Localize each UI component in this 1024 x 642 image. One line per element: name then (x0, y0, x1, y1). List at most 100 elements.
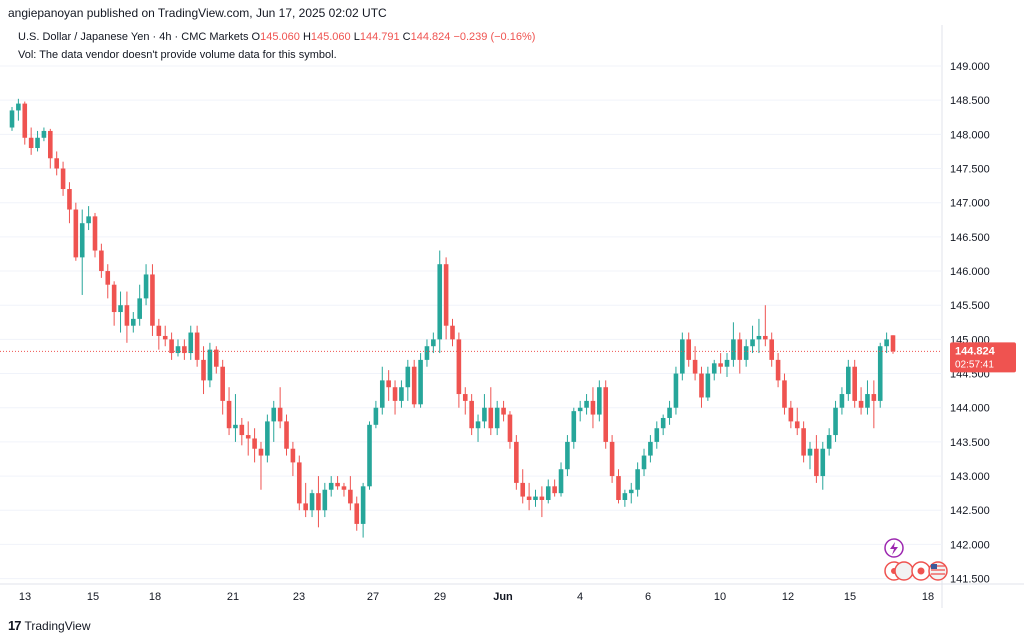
candle-body (92, 216, 98, 251)
volume-note: Vol: The data vendor doesn't provide vol… (18, 49, 337, 61)
candle-body (814, 448, 819, 477)
y-tick-label: 144.000 (950, 403, 990, 415)
candle-body (801, 428, 806, 456)
y-tick-label: 144.500 (950, 369, 990, 381)
candle-body (233, 424, 238, 429)
candle-body (833, 407, 838, 436)
candle-body (807, 448, 813, 456)
candle-body (852, 366, 857, 401)
x-tick-label: 15 (844, 591, 856, 603)
candle-body (156, 325, 162, 336)
close-value: 144.824 (410, 31, 451, 43)
candle-body (680, 339, 685, 374)
candle-body (884, 339, 889, 347)
y-tick-label: 143.500 (950, 437, 990, 449)
candle-body (143, 274, 149, 299)
candle-body (296, 462, 302, 504)
candle-body (520, 482, 526, 497)
candle-body (277, 407, 283, 422)
candle-body (201, 359, 206, 381)
candle-body (386, 380, 391, 388)
candle-body (175, 346, 181, 354)
x-tick-label: 27 (367, 591, 379, 603)
candle-body (399, 387, 404, 401)
candle-body (239, 424, 245, 436)
close-label: C (402, 31, 411, 43)
candle-body (150, 274, 155, 326)
candle-body (290, 448, 296, 463)
candle-body (226, 400, 232, 429)
candle-body (348, 489, 353, 504)
candle-body (565, 441, 570, 470)
change-value: −0.239 (−0.16%) (453, 31, 536, 43)
candle-body (731, 339, 736, 360)
candle-body (437, 264, 443, 340)
y-tick-label: 142.500 (950, 505, 990, 517)
candle-body (360, 486, 366, 524)
candle-body (252, 438, 257, 449)
candle-body (431, 339, 436, 347)
candle-body (494, 407, 500, 429)
x-tick-label: 15 (87, 591, 99, 603)
candle-body (628, 489, 634, 494)
candle-body (60, 168, 66, 190)
candle-body (67, 189, 72, 210)
candle-body (571, 411, 577, 442)
candle-body (48, 130, 53, 159)
candle-body (271, 407, 277, 422)
candle-body (316, 493, 321, 511)
candle-body (411, 366, 417, 405)
candle-body (137, 298, 142, 319)
low-value: 144.791 (359, 31, 400, 43)
candle-body (865, 394, 870, 408)
candle-body (188, 332, 194, 354)
candle-body (258, 448, 264, 456)
candle-body (597, 387, 602, 415)
flag-jp-icon-sun (917, 567, 925, 575)
x-tick-label: Jun (493, 591, 513, 603)
candle-body (673, 373, 679, 408)
instrument-title[interactable]: U.S. Dollar / Japanese Yen · 4h · CMC Ma… (18, 31, 249, 43)
dividend-icon-dot (891, 568, 897, 574)
candle-body (654, 428, 660, 442)
candle-body (79, 223, 85, 258)
instrument-legend: U.S. Dollar / Japanese Yen · 4h · CMC Ma… (18, 31, 535, 43)
y-tick-label: 147.000 (950, 198, 990, 210)
candle-body (616, 476, 621, 500)
candle-body (418, 359, 423, 405)
candle-body (207, 349, 213, 381)
candle-body (769, 339, 775, 360)
candle-body (194, 332, 200, 360)
candle-body (450, 325, 455, 340)
candle-body (118, 305, 123, 313)
candle-body (354, 503, 360, 524)
candle-body (265, 421, 270, 456)
candle-body (577, 407, 583, 412)
candle-body (424, 346, 430, 360)
candle-body (507, 414, 513, 442)
y-tick-label: 143.000 (950, 471, 990, 483)
price-badge (950, 342, 1016, 373)
candle-body (609, 441, 615, 477)
candle-body (750, 339, 755, 347)
tradingview-brand[interactable]: 17 TradingView (8, 618, 91, 633)
x-tick-label: 6 (645, 591, 651, 603)
candle-body (86, 216, 91, 224)
candle-body (284, 421, 289, 449)
candle-body (111, 284, 117, 313)
flag-us-icon (928, 561, 948, 581)
candle-body (379, 380, 385, 408)
candle-body (469, 400, 474, 429)
candle-body (794, 421, 800, 429)
y-tick-label: 142.000 (950, 539, 990, 551)
x-tick-label: 21 (227, 591, 239, 603)
candle-body (373, 407, 379, 425)
candle-body (660, 417, 666, 429)
candle-body (667, 407, 672, 418)
candle-body (526, 496, 532, 500)
candle-body (335, 482, 340, 487)
price-badge-value: 144.824 (955, 345, 996, 357)
y-tick-label: 146.000 (950, 266, 990, 278)
candle-body (35, 137, 40, 149)
